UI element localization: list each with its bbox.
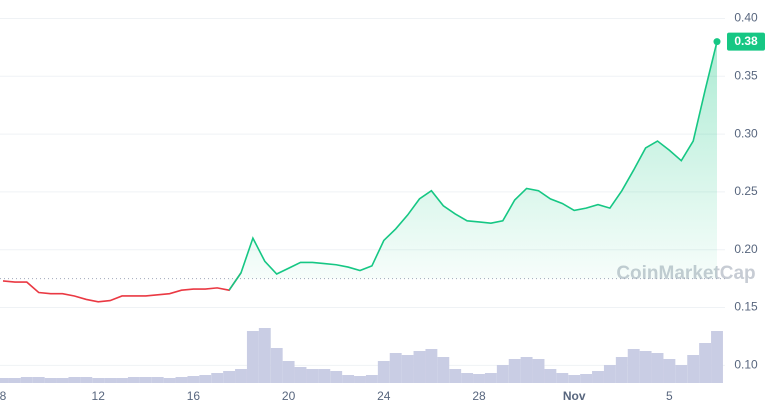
volume-bar [544, 369, 557, 383]
y-tick-label: 0.20 [734, 242, 758, 256]
x-tick-label: 28 [472, 389, 486, 403]
volume-bar [496, 365, 509, 383]
volume-bar [592, 371, 604, 383]
volume-bar [508, 359, 521, 383]
price-badge [727, 32, 765, 51]
volume-bar [44, 378, 57, 383]
volume-bar [556, 373, 569, 383]
volume-bar [187, 376, 200, 383]
volume-bar [92, 378, 105, 383]
volume-bar [175, 377, 188, 383]
volume-bar [449, 369, 462, 383]
x-tick-label: 24 [377, 389, 391, 403]
y-tick-label: 0.10 [734, 358, 758, 372]
volume-bars [0, 328, 723, 383]
volume-bar [711, 331, 723, 383]
volume-bar [20, 377, 33, 383]
volume-bar [258, 328, 271, 383]
volume-bar [437, 357, 450, 383]
volume-bar [461, 373, 474, 383]
volume-bar [675, 365, 688, 383]
y-tick-label: 0.40 [734, 11, 758, 25]
volume-bar [389, 353, 402, 383]
volume-bar [32, 377, 45, 383]
volume-bar [246, 331, 259, 383]
price-line [228, 41, 718, 291]
price-line [2, 272, 242, 303]
volume-bar [294, 367, 307, 383]
volume-bar [139, 377, 152, 383]
volume-bar [425, 349, 438, 383]
volume-bar [127, 377, 140, 383]
volume-bar [401, 355, 414, 383]
y-tick-label: 0.25 [734, 184, 758, 198]
area [229, 41, 717, 291]
volume-bar [104, 378, 117, 383]
y-tick-label: 0.30 [734, 126, 758, 140]
volume-bar [568, 375, 581, 383]
volume-bar [532, 359, 545, 383]
x-tick-label: Nov [563, 389, 586, 403]
volume-bar [318, 369, 331, 383]
volume-bar [520, 357, 533, 383]
price-label: 0.38 [734, 34, 758, 48]
volume-bar [163, 378, 176, 383]
volume-bar [56, 378, 69, 383]
volume-bar [354, 376, 366, 383]
x-tick-label: 8 [0, 389, 7, 403]
volume-bar [8, 378, 21, 383]
x-tick-label: 16 [187, 389, 201, 403]
volume-bar [199, 375, 212, 383]
volume-bar [377, 361, 390, 383]
volume-bar [68, 377, 81, 383]
volume-bar [580, 374, 593, 383]
volume-bar [615, 357, 628, 383]
volume-bar [116, 378, 128, 383]
last-point [713, 38, 721, 46]
volume-bar [687, 355, 700, 383]
x-tick-label: 12 [92, 389, 106, 403]
volume-bar [342, 375, 355, 383]
volume-bar [211, 373, 224, 383]
volume-bar [235, 369, 247, 383]
volume-bar [627, 349, 640, 383]
volume-bar [306, 369, 319, 383]
x-tick-label: 5 [666, 389, 673, 403]
y-tick-label: 0.15 [734, 300, 758, 314]
volume-bar [603, 365, 616, 383]
volume-bar [0, 378, 9, 383]
volume-bar [282, 361, 295, 383]
volume-bar [330, 371, 343, 383]
x-tick-label: 20 [282, 389, 296, 403]
volume-bar [663, 359, 676, 383]
volume-bar [365, 375, 378, 383]
volume-bar [223, 371, 236, 383]
volume-bar [473, 374, 485, 383]
volume-bar [413, 351, 426, 383]
volume-bar [651, 353, 664, 383]
plot: 0.38 [0, 32, 765, 303]
volume-bar [484, 373, 497, 383]
volume-bar [699, 343, 712, 383]
volume-bar [80, 377, 93, 383]
grid [0, 17, 725, 366]
y-tick-label: 0.35 [734, 68, 758, 82]
volume-bar [270, 348, 283, 383]
volume-bar [151, 377, 164, 383]
volume-bar [639, 351, 652, 383]
